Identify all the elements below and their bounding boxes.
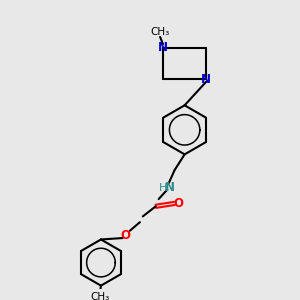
Text: H: H xyxy=(159,182,167,193)
Text: CH₃: CH₃ xyxy=(151,27,170,37)
Text: N: N xyxy=(201,73,211,86)
Text: O: O xyxy=(121,229,130,242)
Text: CH₃: CH₃ xyxy=(90,292,109,300)
Text: N: N xyxy=(165,181,175,194)
Text: N: N xyxy=(158,41,168,54)
Text: O: O xyxy=(174,197,184,210)
